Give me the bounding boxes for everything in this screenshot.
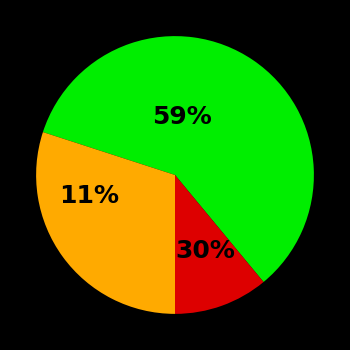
Wedge shape	[36, 132, 175, 314]
Text: 59%: 59%	[152, 105, 212, 129]
Text: 30%: 30%	[176, 239, 236, 264]
Text: 11%: 11%	[59, 184, 119, 208]
Wedge shape	[43, 36, 314, 282]
Wedge shape	[175, 175, 264, 314]
